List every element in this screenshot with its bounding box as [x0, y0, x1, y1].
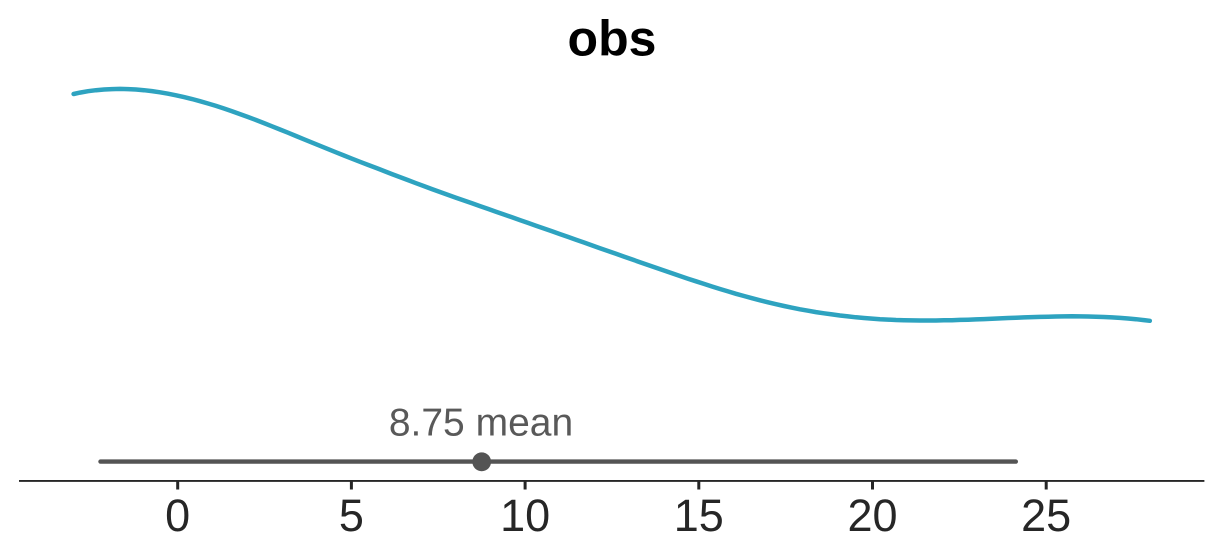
svg-text:5: 5 [339, 490, 364, 541]
svg-text:obs: obs [568, 11, 657, 67]
svg-text:25: 25 [1021, 490, 1071, 541]
svg-text:8.75 mean: 8.75 mean [389, 401, 573, 444]
svg-text:20: 20 [847, 490, 897, 541]
svg-text:15: 15 [674, 490, 724, 541]
svg-text:10: 10 [500, 490, 550, 541]
svg-text:0: 0 [165, 490, 190, 541]
